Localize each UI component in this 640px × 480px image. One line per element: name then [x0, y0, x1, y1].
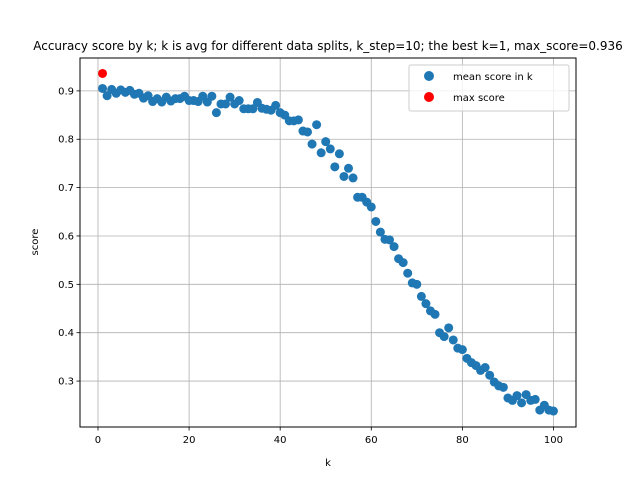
legend-label-max-score: max score [453, 93, 505, 104]
y-axis-label: score [30, 229, 41, 256]
data-point-mean-score [498, 382, 508, 392]
y-tick-label: 0.7 [58, 183, 74, 194]
data-point-mean-score [412, 279, 422, 289]
legend-marker-max-score [424, 92, 434, 102]
data-point-mean-score [371, 216, 381, 226]
x-tick-label: 100 [544, 435, 563, 446]
data-point-mean-score [211, 108, 221, 118]
legend-label-mean-score: mean score in k [453, 72, 533, 83]
data-point-mean-score [321, 137, 331, 147]
data-point-mean-score [444, 323, 454, 333]
data-point-mean-score [548, 406, 558, 416]
data-point-mean-score [307, 139, 317, 149]
data-point-mean-score [416, 291, 426, 301]
plot-frame [79, 57, 577, 428]
data-point-mean-score [334, 149, 344, 159]
data-point-mean-score [530, 394, 540, 404]
x-tick-label: 40 [274, 435, 287, 446]
data-point-mean-score [366, 202, 376, 212]
data-point-mean-score [225, 92, 235, 102]
data-point-mean-score [480, 363, 490, 373]
data-point-mean-score [330, 162, 340, 172]
data-point-mean-score [485, 370, 495, 380]
data-point-mean-score [512, 391, 522, 401]
y-axis-ticks: 0.3 0.4 0.5 0.6 0.7 0.8 0.9 [58, 86, 80, 388]
data-point-mean-score [421, 299, 431, 309]
data-point-mean-score [271, 100, 281, 110]
data-point-mean-score [102, 91, 112, 101]
data-point-mean-score [312, 120, 322, 130]
data-point-mean-score [325, 144, 335, 154]
data-point-mean-score [348, 173, 358, 183]
x-tick-label: 0 [95, 435, 101, 446]
y-tick-label: 0.4 [58, 328, 74, 339]
data-point-mean-score [517, 398, 527, 408]
data-point-mean-score [293, 115, 303, 125]
legend-marker-mean-score [424, 71, 434, 81]
data-point-mean-score [398, 258, 408, 268]
data-point-mean-score [430, 309, 440, 319]
data-point-mean-score [457, 345, 467, 355]
y-tick-label: 0.6 [58, 231, 74, 242]
data-point-mean-score [389, 242, 399, 252]
x-tick-label: 60 [365, 435, 378, 446]
data-point-mean-score [98, 83, 108, 93]
x-tick-label: 20 [183, 435, 196, 446]
data-point-mean-score [448, 335, 458, 345]
data-point-mean-score [439, 332, 449, 342]
x-axis-label: k [325, 458, 331, 469]
data-point-mean-score [248, 104, 258, 114]
data-point-mean-score [316, 148, 326, 158]
data-point-max-score [98, 68, 108, 78]
y-tick-label: 0.8 [58, 135, 74, 146]
x-axis-ticks: 0 20 40 60 80 100 [95, 427, 563, 446]
data-point-mean-score [303, 127, 313, 137]
chart-title: Accuracy score by k; k is avg for differ… [33, 39, 623, 53]
data-point-mean-score [207, 91, 217, 101]
data-point-mean-score [403, 268, 413, 278]
y-tick-label: 0.9 [58, 86, 74, 97]
data-point-mean-score [221, 99, 231, 109]
y-tick-label: 0.3 [58, 377, 74, 388]
data-point-mean-score [339, 171, 349, 181]
legend-box [408, 64, 570, 112]
legend: mean score in k max score [408, 64, 570, 112]
grid [80, 58, 576, 427]
data-points [98, 68, 558, 416]
x-tick-label: 80 [456, 435, 469, 446]
data-point-mean-score [234, 96, 244, 106]
data-point-mean-score [375, 227, 385, 237]
data-point-mean-score [343, 163, 353, 173]
y-tick-label: 0.5 [58, 280, 74, 291]
data-point-mean-score [384, 235, 394, 245]
